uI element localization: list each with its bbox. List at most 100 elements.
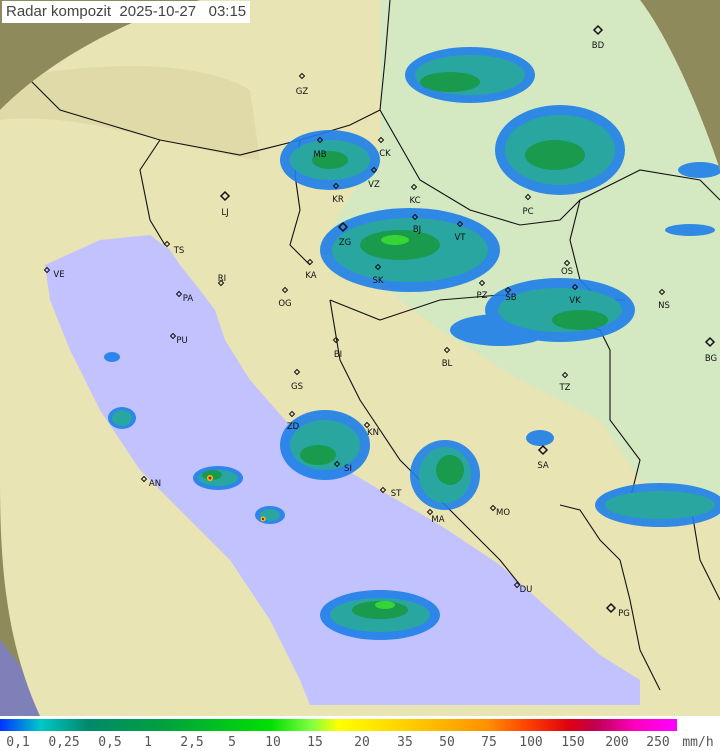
city-label: PG — [618, 609, 630, 619]
city-marker-icon — [293, 368, 301, 376]
legend-label: 150 — [561, 735, 585, 750]
city-pa: PA — [175, 290, 194, 304]
city-marker-icon — [169, 332, 177, 340]
city-zd: ZD — [287, 410, 300, 432]
city-st: ST — [379, 486, 402, 499]
city-marker-icon — [370, 166, 378, 174]
city-marker-icon — [316, 136, 324, 144]
city-marker-icon — [605, 602, 617, 614]
city-marker-icon — [592, 24, 604, 36]
city-label: NS — [658, 301, 670, 311]
city-marker-icon — [281, 286, 289, 294]
city-label: GS — [291, 382, 303, 392]
city-pu: PU — [169, 332, 188, 346]
city-ts: TS — [163, 240, 185, 256]
city-label: VZ — [368, 180, 380, 190]
legend-label: 200 — [605, 735, 629, 750]
legend-label: 250 — [646, 735, 670, 750]
city-marker-icon — [504, 286, 512, 294]
city-os: OS — [561, 259, 573, 277]
city-marker-icon — [379, 486, 387, 494]
legend-label: 75 — [481, 735, 497, 750]
city-marker-icon — [410, 183, 418, 191]
city-gs: GS — [291, 368, 303, 392]
city-label: BI — [334, 350, 342, 360]
city-pg: PG — [605, 602, 630, 619]
city-bg: BG — [704, 336, 717, 364]
city-ve: VE — [43, 266, 65, 280]
city-label: KN — [367, 428, 379, 438]
city-label: LJ — [221, 208, 228, 218]
city-label: KR — [332, 195, 344, 205]
city-marker-icon — [333, 460, 341, 468]
city-si: SI — [333, 460, 352, 474]
city-marker-icon — [426, 508, 434, 516]
city-marker-icon — [513, 581, 521, 589]
city-label: TZ — [558, 383, 570, 393]
legend-label: 35 — [397, 735, 413, 750]
city-vt: VT — [454, 220, 466, 243]
legend-labels: 0,1 0,25 0,5 1 2,5 5 10 15 20 35 50 75 100 150 200 250 m… — [0, 735, 720, 751]
city-label: OS — [561, 267, 573, 277]
city-label: PC — [522, 207, 533, 217]
city-marker-icon — [337, 221, 349, 233]
legend-label: 0,1 — [6, 735, 30, 750]
city-label: PA — [183, 294, 194, 304]
city-marker-icon — [306, 258, 314, 266]
city-label: ST — [391, 489, 402, 499]
city-label: ZG — [339, 238, 351, 248]
city-an: AN — [140, 475, 161, 489]
city-label: BD — [592, 41, 605, 51]
legend-label: 50 — [439, 735, 455, 750]
city-label: BL — [442, 359, 453, 369]
city-ns: NS — [658, 288, 670, 311]
city-label: GZ — [296, 87, 309, 97]
city-zg: ZG — [337, 221, 351, 248]
city-marker-icon — [456, 220, 464, 228]
legend-label: 5 — [228, 735, 236, 750]
map-title: Radar kompozit 2025-10-27 03:15 — [2, 1, 251, 23]
city-bi: BI — [332, 336, 342, 360]
city-marker-icon — [217, 279, 225, 287]
city-marker-icon — [288, 410, 296, 418]
city-label: SB — [505, 293, 516, 303]
city-label: BG — [705, 354, 717, 364]
city-marker-icon — [563, 259, 571, 267]
city-marker-icon — [332, 336, 340, 344]
city-marker-icon — [561, 371, 569, 379]
city-mb: MB — [313, 136, 327, 160]
legend-label: 0,5 — [98, 735, 122, 750]
city-label: TS — [173, 246, 185, 256]
city-marker-icon — [478, 279, 486, 287]
city-label: MB — [313, 150, 326, 160]
city-marker-icon — [704, 336, 716, 348]
city-bl: BL — [442, 346, 453, 369]
city-sb: SB — [504, 286, 517, 303]
city-label: SK — [373, 276, 384, 286]
city-bd: BD — [592, 24, 605, 51]
city-label: MO — [496, 508, 510, 518]
city-vk: VK — [569, 283, 581, 306]
legend-label: 10 — [265, 735, 281, 750]
city-ka: KA — [305, 258, 317, 281]
city-label: MA — [431, 515, 444, 525]
city-ck: CK — [377, 136, 391, 159]
city-marker-icon — [571, 283, 579, 291]
city-label: OG — [278, 299, 291, 309]
city-label: RI — [218, 274, 226, 284]
pannonian-plain — [330, 0, 720, 520]
city-marker-icon — [377, 136, 385, 144]
city-ma: MA — [426, 508, 445, 525]
city-tz: TZ — [558, 371, 571, 393]
city-marker-icon — [140, 475, 148, 483]
city-lj: LJ — [219, 190, 231, 218]
legend-unit: mm/h — [682, 735, 714, 750]
city-mo: MO — [489, 504, 510, 518]
city-ri: RI — [217, 274, 226, 287]
city-marker-icon — [43, 266, 51, 274]
city-vz: VZ — [368, 166, 380, 190]
hills — [0, 66, 260, 160]
legend-label: 1 — [144, 735, 152, 750]
city-sk: SK — [373, 263, 384, 286]
city-marker-icon — [332, 182, 340, 190]
